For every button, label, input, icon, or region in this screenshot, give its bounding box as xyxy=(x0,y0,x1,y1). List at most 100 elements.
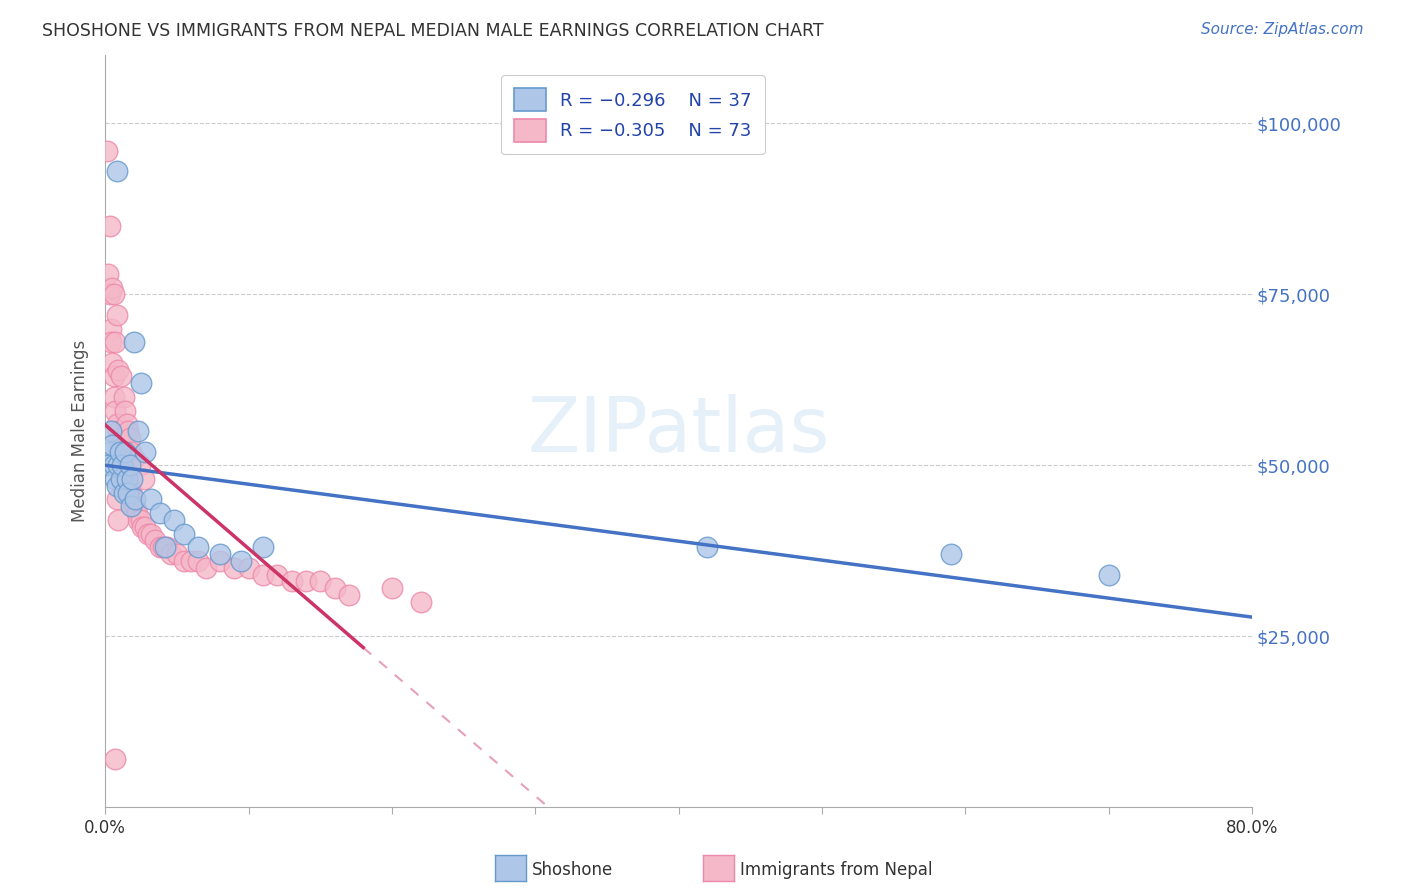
Point xyxy=(145,533,167,548)
Point xyxy=(114,403,136,417)
Point xyxy=(98,219,121,233)
Point xyxy=(939,547,962,561)
Point xyxy=(309,574,332,589)
Point xyxy=(696,541,718,555)
Point xyxy=(100,424,122,438)
Point xyxy=(97,458,120,473)
Point xyxy=(1098,567,1121,582)
Point xyxy=(124,500,146,514)
Point xyxy=(132,472,155,486)
Point xyxy=(107,513,129,527)
Point xyxy=(156,541,179,555)
Point xyxy=(117,485,139,500)
Point xyxy=(103,287,125,301)
Point xyxy=(252,567,274,582)
Point xyxy=(112,485,135,500)
Point xyxy=(117,424,139,438)
Text: ZIPatlas: ZIPatlas xyxy=(527,394,830,468)
Text: Shoshone: Shoshone xyxy=(531,861,613,879)
Point xyxy=(114,465,136,479)
Point xyxy=(208,547,231,561)
Point xyxy=(110,369,132,384)
Point xyxy=(104,472,127,486)
Point xyxy=(337,588,360,602)
Point xyxy=(208,554,231,568)
Point xyxy=(149,506,172,520)
Point xyxy=(409,595,432,609)
Point xyxy=(163,513,186,527)
Point xyxy=(118,431,141,445)
Point xyxy=(129,513,152,527)
Point xyxy=(107,424,129,438)
Point xyxy=(105,492,128,507)
Point xyxy=(131,520,153,534)
Point xyxy=(129,376,152,391)
Point xyxy=(112,458,135,473)
Point xyxy=(166,547,188,561)
Point xyxy=(194,561,217,575)
Point xyxy=(105,479,128,493)
Point xyxy=(224,561,246,575)
Text: Immigrants from Nepal: Immigrants from Nepal xyxy=(740,861,932,879)
Point xyxy=(134,520,156,534)
Point xyxy=(114,444,136,458)
Point xyxy=(103,369,125,384)
Point xyxy=(112,390,135,404)
Point xyxy=(117,479,139,493)
Point xyxy=(111,444,134,458)
Point xyxy=(120,500,142,514)
Point xyxy=(160,547,183,561)
Point xyxy=(187,554,209,568)
Point xyxy=(96,144,118,158)
Point xyxy=(381,582,404,596)
Point xyxy=(108,438,131,452)
Point xyxy=(139,526,162,541)
Point xyxy=(101,280,124,294)
Text: SHOSHONE VS IMMIGRANTS FROM NEPAL MEDIAN MALE EARNINGS CORRELATION CHART: SHOSHONE VS IMMIGRANTS FROM NEPAL MEDIAN… xyxy=(42,22,824,40)
Point xyxy=(124,492,146,507)
Point xyxy=(100,335,122,350)
Point xyxy=(122,451,145,466)
Point xyxy=(103,390,125,404)
Point xyxy=(121,492,143,507)
Point xyxy=(173,554,195,568)
Point xyxy=(115,472,138,486)
Point xyxy=(180,554,202,568)
Point xyxy=(139,492,162,507)
Point xyxy=(105,164,128,178)
Point xyxy=(120,485,142,500)
Point xyxy=(110,472,132,486)
Point xyxy=(104,403,127,417)
Point xyxy=(127,424,149,438)
Point xyxy=(110,444,132,458)
Point xyxy=(155,541,177,555)
Point xyxy=(252,541,274,555)
Point xyxy=(105,417,128,432)
Legend: R = −0.296    N = 37, R = −0.305    N = 73: R = −0.296 N = 37, R = −0.305 N = 73 xyxy=(501,76,765,154)
Point xyxy=(115,417,138,432)
Point xyxy=(108,431,131,445)
Point xyxy=(295,574,318,589)
Point xyxy=(115,472,138,486)
Y-axis label: Median Male Earnings: Median Male Earnings xyxy=(72,340,89,522)
Point xyxy=(118,479,141,493)
Point xyxy=(187,541,209,555)
Point xyxy=(149,541,172,555)
Point xyxy=(120,444,142,458)
Point xyxy=(107,362,129,376)
Point xyxy=(107,458,129,473)
Point xyxy=(101,438,124,452)
Point xyxy=(128,458,150,473)
Point xyxy=(122,335,145,350)
Point xyxy=(111,472,134,486)
Point xyxy=(121,472,143,486)
Point xyxy=(108,444,131,458)
Point xyxy=(101,356,124,370)
Point xyxy=(118,458,141,473)
Point xyxy=(111,458,134,473)
Point xyxy=(104,752,127,766)
Point xyxy=(136,526,159,541)
Point xyxy=(266,567,288,582)
Point xyxy=(238,561,260,575)
Point xyxy=(127,513,149,527)
